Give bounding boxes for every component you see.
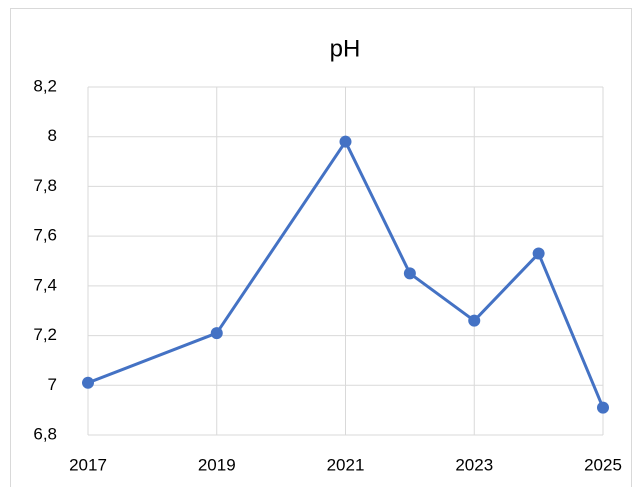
chart-title: pH <box>330 35 361 62</box>
x-tick-label: 2019 <box>198 455 236 474</box>
y-tick-label: 7,2 <box>33 325 57 344</box>
data-point <box>403 267 416 280</box>
y-tick-label: 7,6 <box>33 226 57 245</box>
chart-frame <box>10 8 632 492</box>
y-tick-label: 6,8 <box>33 424 57 443</box>
y-tick-label: 8,2 <box>33 76 57 95</box>
data-point <box>532 247 545 260</box>
x-tick-label: 2025 <box>584 455 622 474</box>
x-tick-label: 2021 <box>327 455 365 474</box>
y-tick-label: 7,8 <box>33 176 57 195</box>
y-tick-label: 7,4 <box>33 275 57 294</box>
data-point <box>339 135 352 148</box>
data-point <box>210 327 223 340</box>
y-tick-label: 8 <box>48 126 57 145</box>
x-tick-label: 2023 <box>455 455 493 474</box>
y-tick-label: 7 <box>48 375 57 394</box>
data-point <box>597 401 609 414</box>
data-point <box>82 376 94 389</box>
data-point <box>468 314 481 327</box>
x-tick-label: 2017 <box>69 455 107 474</box>
